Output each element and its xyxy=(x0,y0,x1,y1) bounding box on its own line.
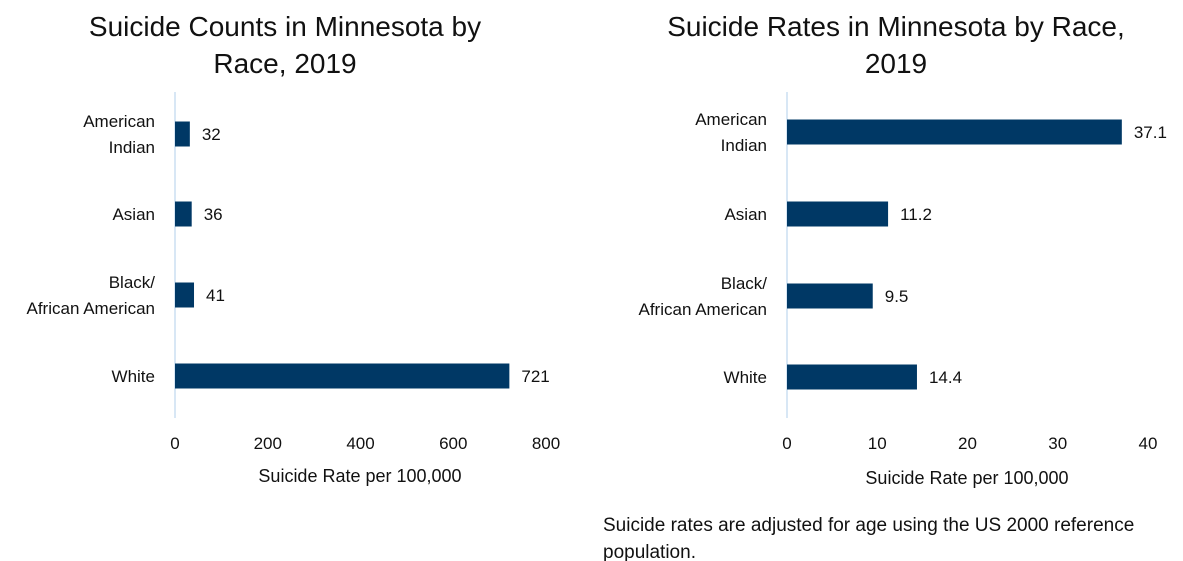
rates-data-label-0: 37.1 xyxy=(1134,123,1167,142)
rates-data-label-3: 14.4 xyxy=(929,368,962,387)
rates-x-tick-label-3: 30 xyxy=(1048,434,1067,453)
counts-x-tick-label-0: 0 xyxy=(170,434,179,453)
rates-x-tick-label-0: 0 xyxy=(782,434,791,453)
counts-data-label-1: 36 xyxy=(204,205,223,224)
rates-data-label-2: 9.5 xyxy=(885,287,909,306)
rates-category-label-2: Black/African American xyxy=(639,274,768,319)
counts-x-tick-label-2: 400 xyxy=(346,434,374,453)
rates-x-tick-label-4: 40 xyxy=(1139,434,1158,453)
counts-data-label-0: 32 xyxy=(202,125,221,144)
counts-bar-3 xyxy=(175,363,510,389)
counts-x-tick-label-4: 800 xyxy=(532,434,560,453)
rates-x-tick-label-1: 10 xyxy=(868,434,887,453)
chart-suicide-rates-svg: Suicide Rates in Minnesota by Race, 2019 3… xyxy=(639,11,1167,488)
counts-data-label-2: 41 xyxy=(206,286,225,305)
rates-x-tick-label-2: 20 xyxy=(958,434,977,453)
counts-x-axis-label: Suicide Rate per 100,000 xyxy=(258,466,461,486)
counts-bar-1 xyxy=(175,201,192,227)
rates-bar-2 xyxy=(787,283,873,309)
counts-category-label-2: Black/African American xyxy=(27,273,156,318)
chart-suicide-counts-svg: Suicide Counts in Minnesota by Race, 2019… xyxy=(27,11,561,486)
rates-title: Suicide Rates in Minnesota by Race, 2019 xyxy=(667,11,1125,79)
counts-bar-0 xyxy=(175,121,190,147)
rates-category-label-1: Asian xyxy=(724,205,767,224)
counts-x-tick-label-3: 600 xyxy=(439,434,467,453)
counts-category-label-1: Asian xyxy=(112,205,155,224)
chart-suicide-rates: Suicide Rates in Minnesota by Race, 2019 3… xyxy=(590,0,1183,500)
chart-suicide-counts: Suicide Counts in Minnesota by Race, 2019… xyxy=(0,0,590,500)
rates-x-axis-label: Suicide Rate per 100,000 xyxy=(865,468,1068,488)
rates-category-label-0: American Indian xyxy=(695,110,767,155)
rates-bar-0 xyxy=(787,119,1122,145)
counts-title: Suicide Counts in Minnesota by Race, 2019 xyxy=(89,11,481,79)
counts-category-label-0: American Indian xyxy=(83,112,155,157)
rates-data-label-1: 11.2 xyxy=(900,205,932,224)
chart-footnote: Suicide rates are adjusted for age using… xyxy=(603,515,1135,561)
rates-bar-1 xyxy=(787,201,889,227)
rates-category-label-3: White xyxy=(724,368,767,387)
counts-bar-2 xyxy=(175,282,195,308)
counts-x-tick-label-1: 200 xyxy=(254,434,282,453)
counts-category-label-3: White xyxy=(112,367,155,386)
counts-data-label-3: 721 xyxy=(521,367,549,386)
rates-bar-3 xyxy=(787,364,917,390)
